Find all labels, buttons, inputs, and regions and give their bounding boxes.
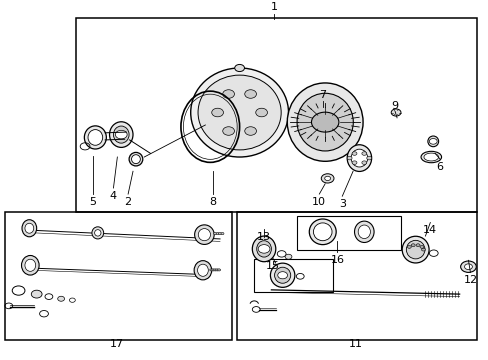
Text: 15: 15 [265, 261, 279, 271]
Ellipse shape [198, 75, 281, 150]
Text: 1: 1 [270, 2, 277, 12]
Circle shape [215, 269, 218, 271]
Ellipse shape [84, 126, 106, 149]
Ellipse shape [287, 83, 362, 161]
Circle shape [460, 261, 475, 273]
Text: 2: 2 [124, 197, 131, 207]
Circle shape [216, 233, 219, 235]
Text: 6: 6 [436, 162, 443, 172]
Text: 4: 4 [110, 191, 117, 201]
Ellipse shape [197, 264, 208, 276]
Text: 11: 11 [348, 339, 362, 349]
Ellipse shape [350, 149, 367, 167]
Ellipse shape [25, 259, 36, 271]
Ellipse shape [252, 236, 275, 262]
Text: 5: 5 [89, 197, 96, 207]
Ellipse shape [95, 230, 101, 236]
Circle shape [311, 112, 338, 132]
Circle shape [234, 64, 244, 72]
Ellipse shape [274, 267, 290, 283]
Circle shape [390, 109, 400, 116]
Text: 3: 3 [338, 199, 345, 209]
Circle shape [213, 269, 216, 271]
Circle shape [361, 152, 366, 155]
Ellipse shape [354, 221, 373, 243]
Circle shape [31, 290, 42, 298]
Circle shape [211, 269, 214, 271]
Circle shape [213, 233, 216, 235]
Bar [5, 212, 232, 341]
Text: 13: 13 [257, 232, 270, 242]
Circle shape [419, 246, 423, 248]
Circle shape [218, 233, 221, 235]
Circle shape [415, 244, 419, 247]
Ellipse shape [198, 229, 210, 241]
Ellipse shape [357, 225, 370, 239]
Text: 12: 12 [463, 275, 476, 285]
Ellipse shape [190, 68, 288, 157]
Text: 14: 14 [423, 225, 436, 235]
Text: 10: 10 [312, 197, 325, 207]
Circle shape [410, 244, 414, 247]
Circle shape [285, 254, 291, 259]
Ellipse shape [427, 136, 438, 147]
Ellipse shape [313, 223, 331, 241]
Bar [297, 216, 400, 249]
Bar [254, 258, 332, 292]
Ellipse shape [113, 126, 129, 143]
Circle shape [223, 90, 234, 98]
Ellipse shape [423, 153, 438, 161]
Ellipse shape [406, 240, 424, 259]
Circle shape [351, 152, 356, 155]
Text: 8: 8 [209, 197, 216, 207]
Ellipse shape [109, 122, 133, 147]
Circle shape [428, 139, 436, 144]
Ellipse shape [22, 220, 37, 237]
Bar [76, 18, 476, 212]
Ellipse shape [346, 145, 371, 171]
Ellipse shape [297, 93, 352, 151]
Circle shape [351, 161, 356, 165]
Ellipse shape [270, 263, 294, 287]
Circle shape [366, 156, 371, 160]
Circle shape [58, 296, 64, 301]
Ellipse shape [308, 219, 336, 245]
Ellipse shape [420, 151, 441, 163]
Circle shape [361, 161, 366, 165]
Circle shape [407, 246, 410, 248]
Circle shape [255, 108, 267, 117]
Ellipse shape [194, 261, 211, 280]
Ellipse shape [21, 256, 39, 275]
Text: 17: 17 [110, 339, 124, 349]
Ellipse shape [88, 130, 102, 145]
Ellipse shape [401, 236, 428, 263]
Circle shape [277, 272, 287, 279]
Text: 7: 7 [319, 90, 325, 100]
Circle shape [244, 127, 256, 135]
Circle shape [221, 233, 224, 235]
Circle shape [324, 176, 330, 180]
Circle shape [464, 264, 471, 270]
Text: 9: 9 [391, 101, 398, 111]
Circle shape [421, 248, 425, 251]
Ellipse shape [92, 227, 103, 239]
Circle shape [258, 245, 269, 253]
Circle shape [209, 269, 212, 271]
Circle shape [222, 127, 234, 135]
Circle shape [115, 130, 127, 139]
Ellipse shape [256, 241, 271, 257]
Ellipse shape [25, 223, 34, 233]
Ellipse shape [194, 225, 214, 244]
Ellipse shape [131, 155, 140, 163]
Circle shape [321, 174, 333, 183]
Text: 16: 16 [330, 255, 344, 265]
Circle shape [346, 156, 351, 160]
Circle shape [211, 108, 223, 117]
Circle shape [217, 269, 220, 271]
Ellipse shape [129, 152, 142, 166]
Bar [237, 212, 476, 341]
Circle shape [244, 90, 256, 98]
